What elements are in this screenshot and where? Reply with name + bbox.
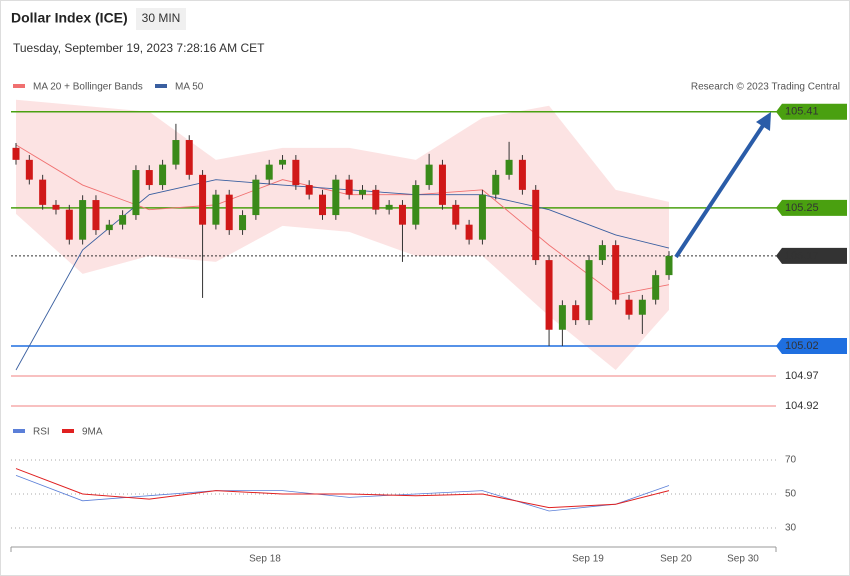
candle-body	[452, 204, 460, 225]
legend-swatch	[13, 84, 25, 88]
level-label: 105.41	[785, 106, 819, 118]
chart-title: Dollar Index (ICE)	[11, 10, 128, 26]
candle-body	[305, 185, 313, 195]
rsi-line	[15, 468, 670, 509]
level-tag	[776, 103, 847, 120]
level-label: 104.97	[785, 370, 819, 382]
level-tag	[776, 199, 847, 216]
level-label: 105.25	[785, 202, 819, 214]
candle-body	[518, 159, 526, 190]
candle-body	[652, 275, 660, 300]
candle-body	[332, 179, 340, 216]
x-tick-label: Sep 19	[572, 554, 604, 565]
candle-body	[505, 159, 513, 175]
legend-label: 9MA	[82, 427, 103, 438]
x-tick-label: Sep 30	[727, 554, 759, 565]
rsi-tick-label: 70	[785, 455, 797, 466]
legend-label: MA 20 + Bollinger Bands	[33, 82, 143, 93]
candle-body	[119, 215, 127, 225]
legend-label: RSI	[33, 427, 50, 438]
candle-body	[385, 204, 393, 210]
plot: 105.41 105.25 105.17 105.02 104.97 104.92	[11, 99, 847, 412]
timeframe[interactable]: 30 MIN	[142, 11, 181, 25]
candle-body	[532, 189, 540, 261]
candle-body	[558, 305, 566, 330]
candle-body	[398, 204, 406, 225]
candle-body	[52, 204, 60, 210]
legend-swatch	[155, 84, 167, 88]
legend-swatch	[13, 429, 25, 433]
rsi-tick-label: 30	[785, 523, 797, 534]
rsi-tick-label: 50	[785, 489, 797, 500]
candle-body	[319, 194, 327, 216]
candle-body	[412, 185, 420, 225]
candle-body	[638, 299, 646, 315]
candle-body	[545, 260, 553, 330]
candle-body	[665, 255, 673, 276]
candle-body	[225, 194, 233, 231]
candle-body	[185, 140, 193, 175]
candle-body	[25, 159, 33, 180]
candle-body	[92, 200, 100, 231]
candle-body	[199, 174, 207, 225]
candle-body	[105, 224, 113, 231]
credit: Research © 2023 Trading Central	[691, 82, 840, 93]
candle-body	[172, 140, 180, 165]
candle-body	[292, 159, 300, 186]
candle-body	[358, 189, 366, 195]
candle-body	[145, 170, 153, 186]
level-label: 105.02	[785, 340, 819, 352]
candle-body	[132, 170, 140, 216]
candle-body	[39, 179, 47, 205]
legend-swatch	[62, 429, 74, 433]
candle-body	[478, 194, 486, 240]
level-label: 104.92	[785, 400, 819, 412]
candle-body	[465, 224, 473, 240]
candle-body	[625, 299, 633, 315]
candle-body	[572, 305, 580, 321]
level-tag	[776, 337, 847, 354]
candle-body	[492, 174, 500, 195]
forecast-arrow	[674, 122, 766, 259]
level-label: 105.17	[785, 250, 819, 262]
candle-body	[425, 164, 433, 186]
candle-body	[438, 164, 446, 205]
legend: MA 20 + Bollinger Bands MA 50 RSI 9MA	[13, 82, 204, 438]
level-tag	[776, 247, 847, 264]
candle-body	[265, 164, 273, 180]
candle-body	[212, 194, 220, 225]
arrow-head	[756, 112, 771, 131]
x-tick-label: Sep 18	[249, 554, 281, 565]
candle-body	[79, 200, 87, 240]
candle-body	[159, 164, 167, 186]
candle-body	[252, 179, 260, 216]
legend-label: MA 50	[175, 82, 204, 93]
candle-body	[598, 245, 606, 261]
candle-body	[372, 189, 380, 210]
candle-body	[612, 245, 620, 300]
candle-body	[585, 260, 593, 321]
candle-body	[239, 215, 247, 231]
x-tick-label: Sep 20	[660, 554, 692, 565]
candle-body	[279, 159, 287, 165]
timeframe-box[interactable]	[136, 8, 186, 30]
candle-body	[12, 147, 20, 160]
candle-body	[345, 179, 353, 195]
subtitle: Tuesday, September 19, 2023 7:28:16 AM C…	[13, 41, 265, 55]
candle-body	[65, 209, 73, 240]
